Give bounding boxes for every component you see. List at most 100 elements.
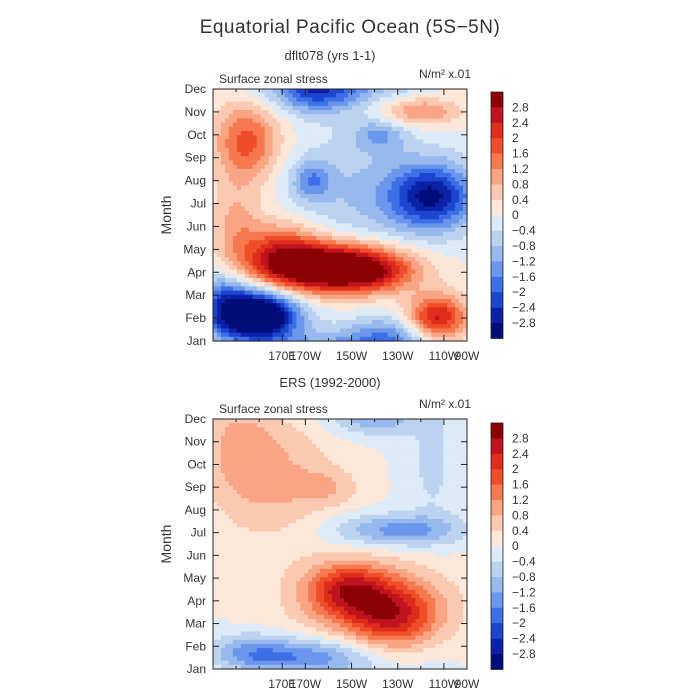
heatmap-cell: [439, 219, 444, 224]
heatmap-cell: [363, 194, 369, 199]
heatmap-cell: [216, 269, 222, 275]
heatmap-cell: [463, 89, 468, 94]
heatmap-cell: [240, 135, 246, 140]
heatmap-cell: [260, 126, 266, 132]
heatmap-cell: [375, 219, 381, 224]
heatmap-cell: [431, 93, 436, 98]
heatmap-cell: [248, 110, 254, 115]
heatmap-cell: [308, 223, 313, 229]
heatmap-cell: [252, 435, 258, 441]
heatmap-cell: [284, 324, 290, 329]
heatmap-cell: [379, 320, 385, 325]
heatmap-cell: [324, 131, 329, 136]
heatmap-cell: [383, 261, 389, 266]
heatmap-cell: [371, 189, 377, 195]
heatmap-cell: [371, 307, 377, 313]
heatmap-cell: [232, 464, 238, 470]
heatmap-cell: [288, 114, 293, 119]
heatmap-cell: [427, 448, 432, 453]
heatmap-cell: [375, 156, 381, 161]
heatmap-cell: [264, 248, 270, 254]
heatmap-cell: [451, 294, 456, 300]
heatmap-cell: [387, 198, 393, 203]
heatmap-cell: [256, 118, 262, 124]
heatmap-cell: [232, 435, 238, 441]
heatmap-cell: [280, 173, 286, 178]
heatmap-cell: [415, 307, 420, 313]
heatmap-cell: [367, 240, 373, 245]
heatmap-cell: [328, 328, 333, 334]
heatmap-cell: [252, 152, 258, 157]
heatmap-cell: [316, 156, 321, 161]
heatmap-cell: [347, 164, 353, 170]
heatmap-cell: [213, 240, 218, 245]
heatmap-cell: [343, 198, 349, 203]
heatmap-cell: [316, 278, 321, 283]
heatmap-cell: [463, 307, 468, 313]
heatmap-cell: [280, 126, 286, 132]
heatmap-cell: [272, 160, 278, 166]
heatmap-cell: [351, 126, 357, 132]
heatmap-cell: [423, 118, 428, 124]
heatmap-cell: [395, 139, 401, 145]
heatmap-cell: [415, 210, 420, 216]
heatmap-cell: [248, 89, 254, 94]
heatmap-cell: [300, 315, 305, 321]
heatmap-cell: [399, 320, 405, 325]
heatmap-cell: [264, 160, 270, 166]
heatmap-cell: [371, 477, 377, 483]
heatmap-cell: [415, 114, 420, 119]
x-tick-label: 170E: [268, 349, 296, 363]
heatmap-cell: [419, 152, 424, 157]
heatmap-cell: [300, 139, 305, 145]
heatmap-cell: [431, 198, 436, 203]
heatmap-cell: [463, 202, 468, 208]
heatmap-cell: [224, 427, 230, 433]
heatmap-cell: [328, 315, 333, 321]
heatmap-cell: [220, 485, 226, 491]
heatmap-cell: [451, 311, 456, 317]
heatmap-cell: [272, 143, 278, 149]
heatmap-cell: [264, 294, 270, 300]
heatmap-cell: [455, 448, 460, 453]
heatmap-cell: [423, 456, 428, 462]
heatmap-cell: [336, 126, 341, 132]
heatmap-cell: [391, 248, 397, 254]
heatmap-cell: [403, 156, 409, 161]
heatmap-cell: [252, 118, 258, 124]
heatmap-cell: [280, 177, 286, 182]
heatmap-cell: [256, 464, 262, 470]
heatmap-cell: [383, 210, 389, 216]
heatmap-cell: [427, 223, 432, 229]
heatmap-cell: [268, 206, 274, 212]
colorbar-label: 0: [512, 208, 519, 222]
heatmap-cell: [403, 460, 409, 466]
heatmap-cell: [387, 273, 393, 279]
heatmap-cell: [387, 118, 393, 124]
heatmap-cell: [328, 456, 333, 462]
heatmap-cell: [423, 139, 428, 145]
heatmap-cell: [411, 435, 417, 441]
heatmap-cell: [379, 110, 385, 115]
heatmap-cell: [264, 210, 270, 216]
heatmap-cell: [288, 444, 293, 449]
heatmap-cell: [407, 181, 413, 187]
heatmap-cell: [244, 427, 250, 433]
heatmap-cell: [332, 105, 337, 111]
heatmap-cell: [236, 456, 242, 462]
heatmap-cell: [236, 189, 242, 195]
heatmap-cell: [244, 152, 250, 157]
heatmap-cell: [355, 336, 361, 342]
heatmap-cell: [395, 269, 401, 275]
heatmap-cell: [383, 477, 389, 483]
heatmap-cell: [240, 435, 246, 441]
heatmap-cell: [340, 89, 345, 94]
heatmap-cell: [443, 223, 448, 229]
heatmap-cell: [272, 320, 278, 325]
heatmap-cell: [363, 118, 369, 124]
heatmap-cell: [447, 223, 452, 229]
heatmap-cell: [431, 299, 436, 304]
heatmap-cell: [387, 464, 393, 470]
heatmap-cell: [272, 269, 278, 275]
heatmap-cell: [383, 423, 389, 428]
